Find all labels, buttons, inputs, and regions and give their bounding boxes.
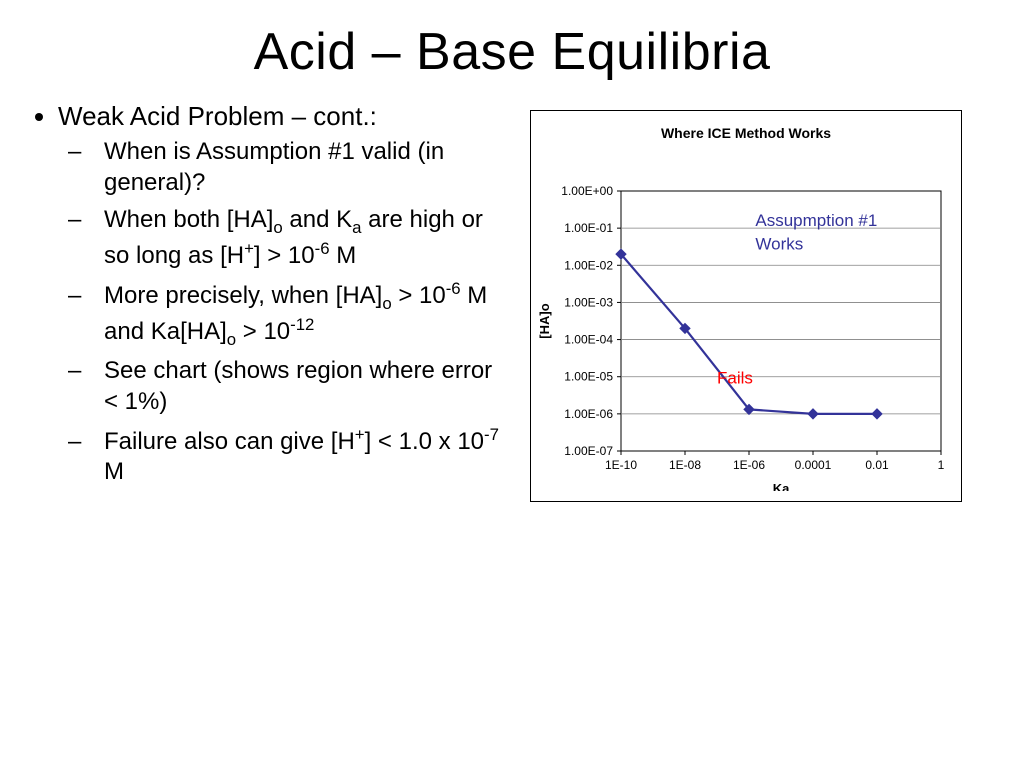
y-axis-label: [HA]o: [537, 303, 552, 338]
sub-bullet: –More precisely, when [HA]o > 10-6 M and…: [86, 278, 510, 351]
right-column: Where ICE Method Works 1.00E-071.00E-061…: [510, 100, 994, 494]
x-tick-label: 1E-06: [733, 458, 765, 472]
x-tick-label: 0.0001: [795, 458, 832, 472]
y-tick-label: 1.00E-06: [564, 407, 613, 421]
x-tick-label: 1E-08: [669, 458, 701, 472]
y-tick-label: 1.00E-01: [564, 221, 613, 235]
x-tick-label: 0.01: [865, 458, 889, 472]
y-tick-label: 1.00E-07: [564, 444, 613, 458]
slide-title: Acid – Base Equilibria: [0, 0, 1024, 82]
sub-bullet: –See chart (shows region where error < 1…: [86, 356, 510, 417]
chart-annotation: Works: [755, 235, 803, 254]
chart-annotation: Assupmption #1: [755, 211, 877, 230]
x-tick-label: 1: [938, 458, 945, 472]
left-column: Weak Acid Problem – cont.: –When is Assu…: [30, 100, 510, 494]
slide: Acid – Base Equilibria Weak Acid Problem…: [0, 0, 1024, 768]
main-bullet-text: Weak Acid Problem – cont.:: [58, 101, 377, 131]
main-bullet: Weak Acid Problem – cont.: –When is Assu…: [58, 100, 510, 488]
chart-svg: 1.00E-07 1.00E-06 1.00E-05 1.00E-04 1.00E-03…: [531, 141, 961, 491]
y-tick-label: 1.00E-03: [564, 295, 613, 309]
chart-title: Where ICE Method Works: [531, 125, 961, 141]
x-axis-label: Ka: [773, 481, 790, 491]
chart-annotation: Fails: [717, 368, 753, 387]
sub-bullet: –Failure also can give [H+] < 1.0 x 10-7…: [86, 424, 510, 488]
x-tick-label: 1E-10: [605, 458, 637, 472]
y-tick-label: 1.00E-04: [564, 333, 613, 347]
sub-bullet: –When both [HA]o and Ka are high or so l…: [86, 205, 510, 272]
y-tick-label: 1.00E+00: [561, 184, 613, 198]
y-tick-label: 1.00E-05: [564, 370, 613, 384]
sub-bullet: –When is Assumption #1 valid (in general…: [86, 137, 510, 198]
chart-frame: Where ICE Method Works 1.00E-071.00E-061…: [530, 110, 962, 502]
y-tick-label: 1.00E-02: [564, 258, 613, 272]
body-area: Weak Acid Problem – cont.: –When is Assu…: [0, 82, 1024, 494]
